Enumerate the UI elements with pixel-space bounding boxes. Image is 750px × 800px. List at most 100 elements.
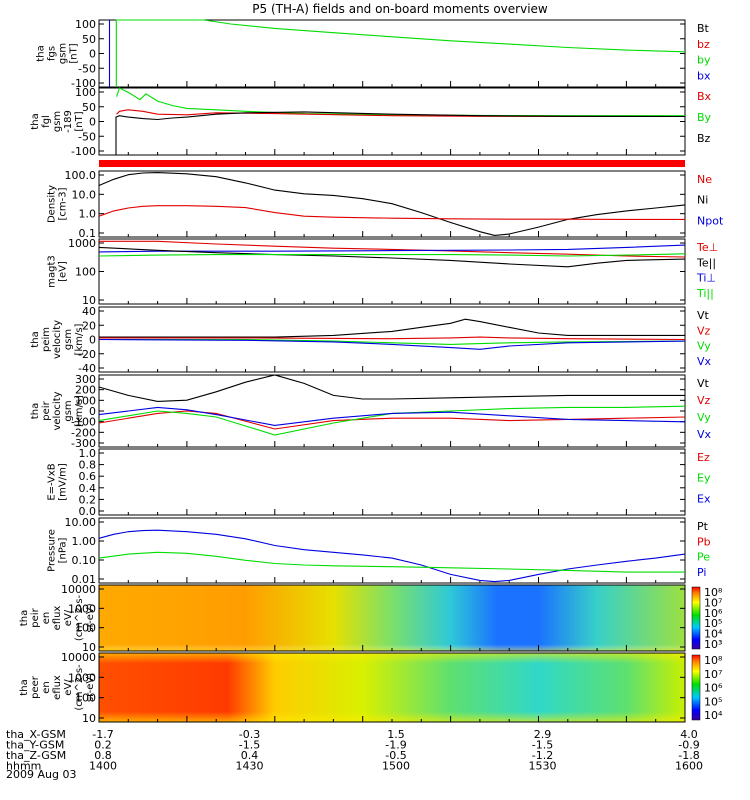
fgl-ytick-label: -50 xyxy=(78,130,96,143)
fgl-ylabel-line: -189 xyxy=(63,110,74,133)
velocity_peir-series-Vt xyxy=(98,374,685,402)
fgs-ytick-label: 50 xyxy=(82,33,96,46)
pressure-legend-item: Pi xyxy=(697,566,706,579)
efield-legend-item: Ex xyxy=(697,492,711,505)
x-axis-row-value: 1430 xyxy=(236,760,264,773)
temp-ylabel-line: [eV] xyxy=(58,261,69,282)
peer_spec-colorbar-tick: 10⁸ xyxy=(704,654,723,667)
pressure-series-Pe xyxy=(98,551,685,573)
pressure-ytick-label: 10.00 xyxy=(65,516,97,529)
fgl-legend-item: By xyxy=(697,111,712,124)
fgs-ytick-label: -50 xyxy=(78,62,96,75)
density-ytick-label: 1.0 xyxy=(79,208,97,221)
fgs-ytick-label: -100 xyxy=(71,77,96,90)
velocity_peir-ytick-label: 100 xyxy=(75,394,96,407)
density-series-Ne xyxy=(98,205,685,220)
x-axis-row-value: 2.9 xyxy=(534,728,552,741)
fgl-ylabel-line: [nT] xyxy=(74,111,85,131)
velocity_peim-legend-item: Vx xyxy=(697,355,712,368)
velocity_peir-series-Vx xyxy=(98,406,686,426)
peer_spec-colorbar-tick: 10⁵ xyxy=(704,695,722,708)
efield-ytick-label: 0.8 xyxy=(79,459,97,472)
velocity_peir-ytick-label: -300 xyxy=(71,437,96,450)
peir_spec-colorbar-tick: 10⁵ xyxy=(704,617,722,630)
peir_spec-ylabel-line: (cm^2-s- xyxy=(74,594,85,641)
x-axis-row-value: -1.5 xyxy=(532,739,553,752)
velocity_peir-ytick-label: 0 xyxy=(89,405,96,418)
efield-frame xyxy=(98,448,686,516)
x-axis-row-value: 0.2 xyxy=(94,739,112,752)
peir_spec-colorbar-tick: 10³ xyxy=(704,638,722,651)
panel-peir_spec: 10⁸10⁷10⁶10⁵10⁴10³10000100010010thapeire… xyxy=(19,583,723,654)
fgl-ytick-label: 0 xyxy=(89,116,96,129)
peir_spec-ytick-label: 100 xyxy=(75,622,96,635)
peer_spec-colorbar-tick: 10⁶ xyxy=(704,682,723,695)
efield-ytick-label: 0.2 xyxy=(79,493,97,506)
fgs-frame xyxy=(98,19,686,88)
fgs-series-by xyxy=(115,19,686,87)
peir_spec-colorbar-tick: 10⁶ xyxy=(704,607,723,620)
fgl-ylabel-line: tha xyxy=(30,113,41,129)
peir_spec-ylabel-line: eflux xyxy=(52,606,63,631)
fgs-ytick-label: 100 xyxy=(75,18,96,31)
velocity_peim-legend-item: Vy xyxy=(697,340,711,353)
x-axis-row-label: tha_X-GSM xyxy=(6,728,66,741)
x-axis-row-value: -1.2 xyxy=(532,749,553,762)
x-axis-row-value: 0.4 xyxy=(241,749,259,762)
fgl-ylabel-line: gsm xyxy=(52,111,63,132)
peer_spec-ylabel-line: en xyxy=(41,681,52,694)
fgl-ylabel: thafglgsm-189[nT] xyxy=(30,110,85,133)
temp-series-Ti xyxy=(98,244,686,253)
peir_spec-ylabel-line: eV/ xyxy=(63,609,74,626)
peer_spec-ytick-label: 10000 xyxy=(61,651,96,664)
fgs-ylabel-line: gsm xyxy=(58,43,69,64)
velocity_peim-ylabel-line: velocity xyxy=(52,320,63,359)
x-axis-row-value: 4.0 xyxy=(680,728,698,741)
velocity_peim-ytick-label: 20 xyxy=(82,319,96,332)
velocity_peir-ylabel-line: tha xyxy=(30,403,41,419)
density-legend-item: Npot xyxy=(697,214,724,227)
pressure-series-Pi xyxy=(98,529,686,583)
pressure-ylabel-line: [nPa] xyxy=(58,537,69,563)
efield-ytick-label: 0.6 xyxy=(79,470,97,483)
density-legend-item: Ni xyxy=(697,194,708,207)
temp-legend-item: Ti|| xyxy=(696,287,714,300)
peir_spec-ylabel-line: en xyxy=(41,612,52,625)
efield-ylabel-line: [mV/m] xyxy=(58,463,69,501)
velocity_peir-ylabel: thapeirvelocitygsm[km/s] xyxy=(30,391,85,430)
panel-efield: 1.00.80.60.40.20.0 E=-VxB[mV/m] Ez Ey Ex xyxy=(47,447,711,518)
peir_spec-colorbar-tick: 10⁴ xyxy=(704,628,723,641)
panel-fgl: 100 50 0-50 -100 thafglgsm-189[nT] Bx By Bz xyxy=(30,86,712,158)
fgl-ytick-label: 100 xyxy=(75,86,96,99)
velocity_peir-legend-item: Vz xyxy=(697,394,711,407)
velocity_peim-ylabel-line: [km/s] xyxy=(74,323,85,355)
fgs-ytick-label: 0 xyxy=(89,48,96,61)
velocity_peim-ytick-label: -40 xyxy=(78,362,96,375)
velocity_peim-ytick-label: 0 xyxy=(89,334,96,347)
temp-series-Ti xyxy=(98,253,686,257)
x-axis-row-value: -0.9 xyxy=(678,739,699,752)
separator-bar xyxy=(99,160,685,167)
temp-ylabel: magt3[eV] xyxy=(47,255,69,288)
fgs-legend-item: Bt xyxy=(697,22,710,35)
panel-density: 100.0 10.0 1.0 0.1 Density[cm-3] Ne Ni Npot xyxy=(47,169,724,240)
x-axis-row-value: -1.7 xyxy=(92,728,113,741)
pressure-ylabel: Pressure[nPa] xyxy=(47,529,69,572)
date-label: 2009 Aug 03 xyxy=(6,768,76,781)
peer_spec-ytick-label: 10 xyxy=(82,712,96,725)
efield-legend-item: Ez xyxy=(697,451,710,464)
fgs-ylabel-line: [nT] xyxy=(69,43,80,63)
peir_spec-ylabel-line: peir xyxy=(30,607,41,627)
velocity_peir-ylabel-line: peir xyxy=(41,400,52,420)
peer_spec-colorbar-tick: 10⁴ xyxy=(704,709,723,722)
density-ytick-label: 100.0 xyxy=(65,169,97,182)
velocity_peir-legend-item: Vx xyxy=(697,428,712,441)
peir_spec-ytick-label: 10 xyxy=(82,641,96,654)
velocity_peim-ylabel-line: gsm xyxy=(63,329,74,350)
x-axis-row-value: 1400 xyxy=(89,760,117,773)
pressure-ytick-label: 0.01 xyxy=(72,573,97,586)
fgl-ytick-label: -100 xyxy=(71,145,96,158)
pressure-ytick-label: 1.00 xyxy=(72,535,97,548)
x-axis-row-value: 1600 xyxy=(675,760,703,773)
